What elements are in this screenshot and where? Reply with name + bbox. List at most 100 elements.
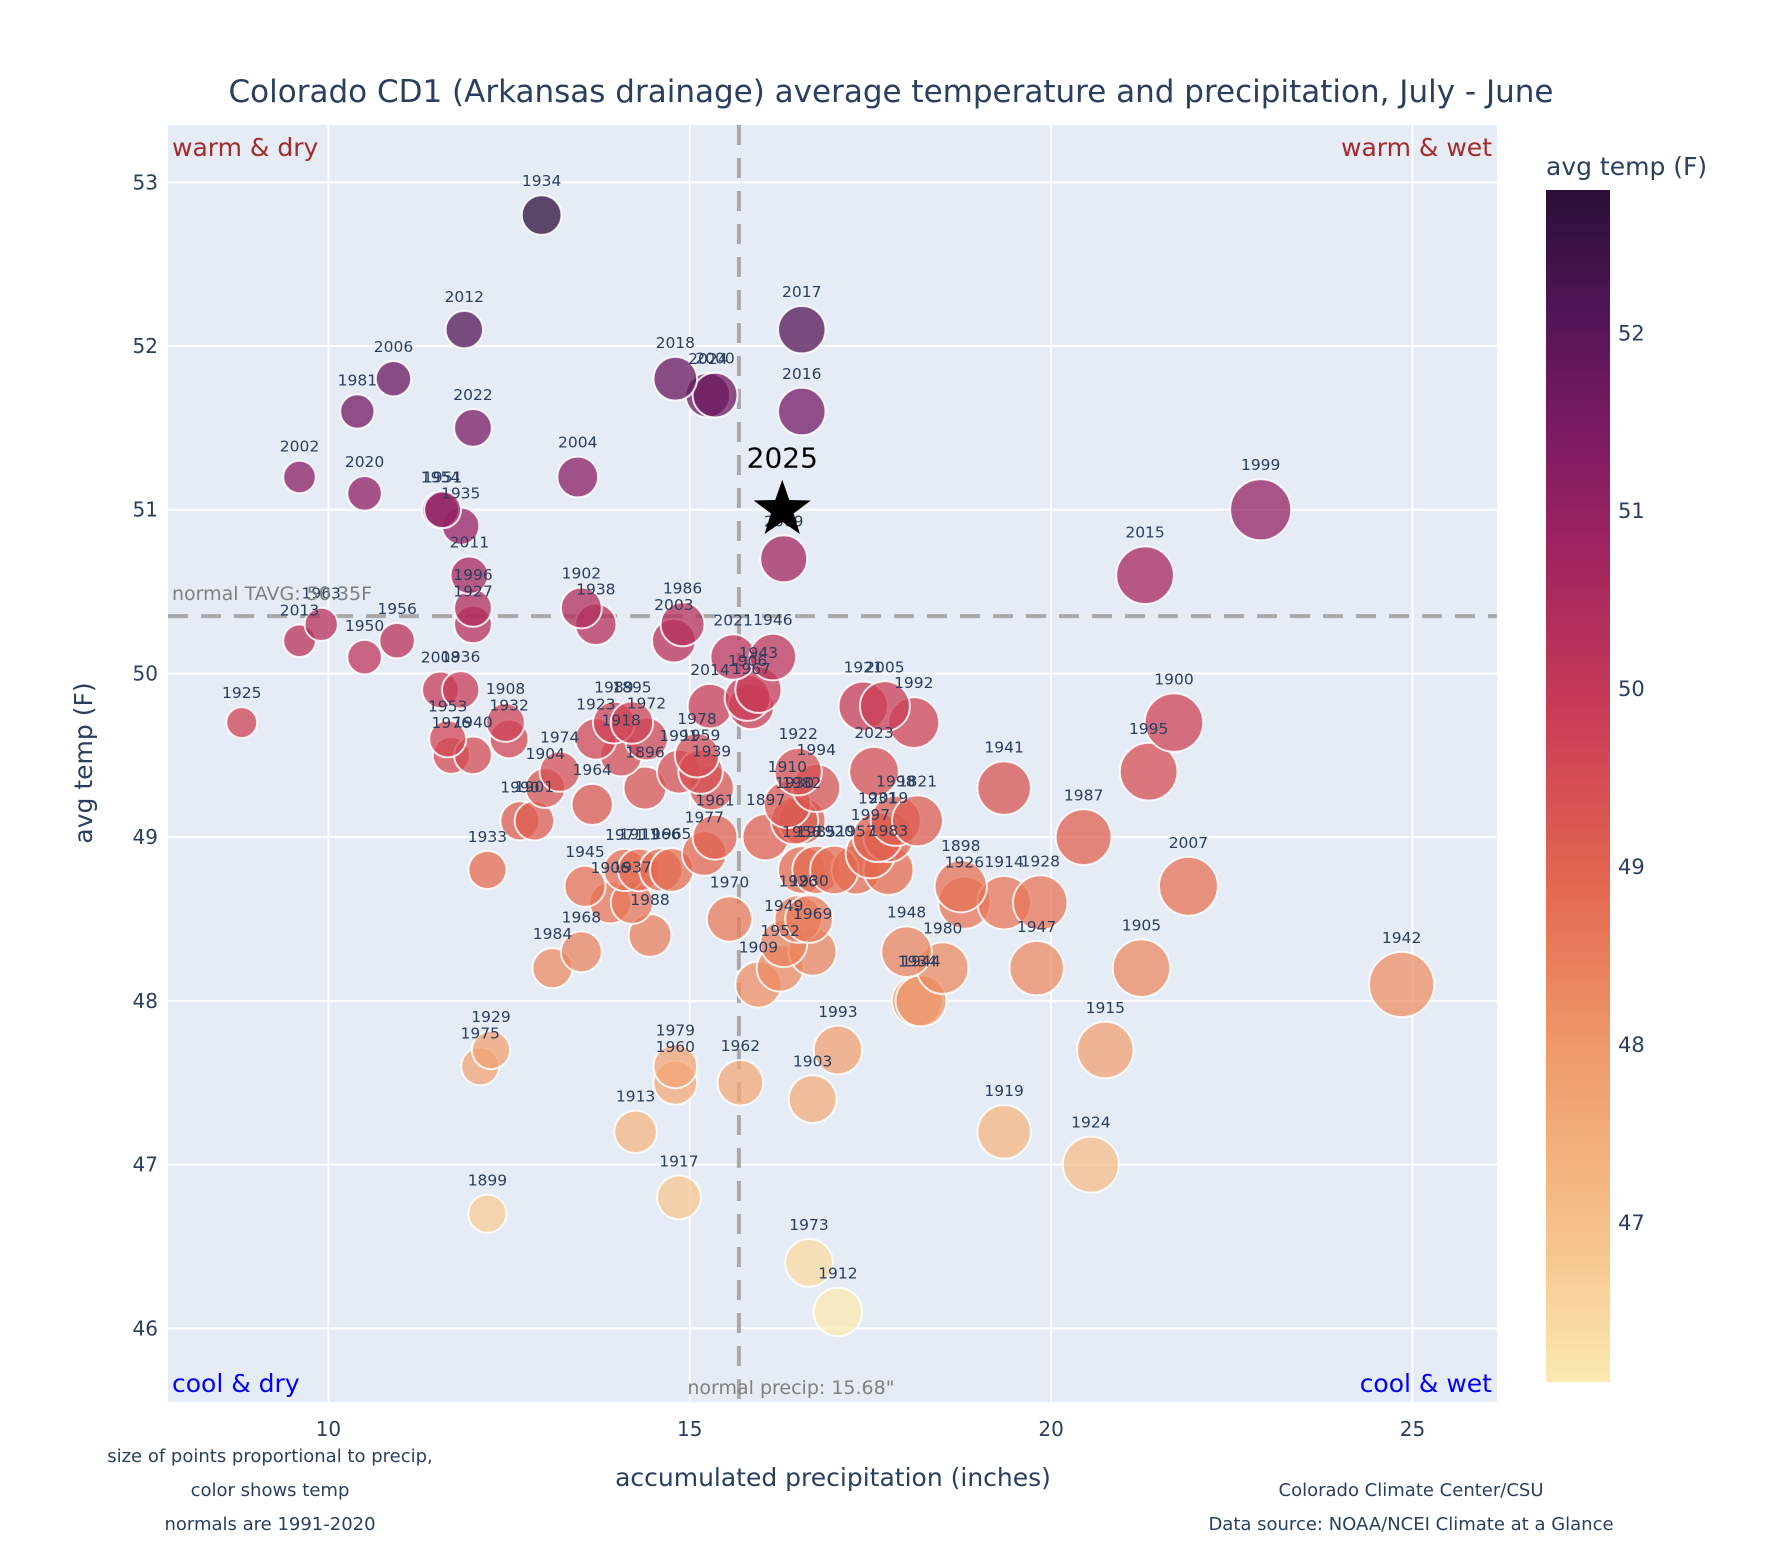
data-point[interactable]: [976, 1104, 1032, 1160]
data-point[interactable]: [777, 304, 827, 355]
data-point[interactable]: [716, 1058, 765, 1107]
colorbar-tick-label: 48: [1618, 1033, 1645, 1057]
data-point[interactable]: [609, 700, 655, 745]
data-point[interactable]: [890, 794, 944, 848]
data-point[interactable]: [613, 1109, 658, 1155]
data-point[interactable]: [784, 894, 834, 944]
data-point[interactable]: [748, 632, 798, 682]
data-point[interactable]: [303, 606, 339, 642]
data-point[interactable]: [339, 393, 376, 430]
point-label: 1930: [775, 774, 814, 792]
data-point[interactable]: [346, 475, 383, 512]
data-point[interactable]: [1061, 1135, 1120, 1194]
data-point[interactable]: [449, 555, 490, 596]
point-label: 1969: [793, 905, 832, 923]
data-point[interactable]: [691, 371, 739, 419]
point-label: 1942: [1382, 929, 1421, 947]
data-point[interactable]: [559, 930, 603, 974]
point-label: 1959: [681, 726, 720, 744]
x-tick-label: 10: [316, 1417, 341, 1441]
data-point[interactable]: [441, 670, 481, 710]
data-point[interactable]: [673, 732, 721, 779]
data-point[interactable]: [652, 355, 699, 402]
point-label: 1952: [760, 922, 799, 940]
point-label: 1979: [656, 1022, 695, 1040]
data-point[interactable]: [444, 309, 485, 350]
data-point[interactable]: [880, 925, 933, 979]
data-point[interactable]: [538, 750, 581, 793]
data-point[interactable]: [282, 459, 317, 495]
data-point[interactable]: [784, 1238, 834, 1288]
point-label: 1988: [630, 891, 669, 909]
data-point[interactable]: [485, 702, 526, 743]
data-point[interactable]: [652, 1043, 699, 1090]
data-point[interactable]: [787, 1074, 838, 1124]
data-point[interactable]: [556, 455, 600, 499]
point-label: 1905: [1122, 916, 1161, 934]
data-point[interactable]: [848, 745, 900, 798]
point-label: 2016: [782, 365, 821, 383]
data-point[interactable]: [1368, 950, 1436, 1019]
normal-precip-label: normal precip: 15.68": [687, 1377, 894, 1399]
point-label: 1980: [923, 919, 962, 937]
colorbar-tick-label: 49: [1618, 855, 1645, 879]
point-label: 1924: [1071, 1114, 1110, 1132]
data-point[interactable]: [378, 621, 416, 660]
point-label: 1914: [984, 853, 1023, 871]
data-point[interactable]: [1118, 741, 1179, 802]
data-point[interactable]: [453, 408, 493, 448]
point-label: 1964: [572, 761, 611, 779]
data-point[interactable]: [470, 1029, 512, 1071]
point-label: 1918: [601, 711, 640, 729]
data-point[interactable]: [659, 601, 706, 648]
data-point[interactable]: [656, 1174, 702, 1221]
point-label: 1965: [652, 825, 691, 843]
data-point[interactable]: [374, 360, 413, 398]
data-point[interactable]: [773, 747, 823, 797]
data-point[interactable]: [1115, 545, 1175, 606]
data-point[interactable]: [570, 782, 614, 827]
data-point[interactable]: [346, 638, 383, 676]
point-label: 2018: [656, 334, 695, 352]
data-point[interactable]: [1076, 1020, 1135, 1080]
data-point[interactable]: [1012, 874, 1069, 931]
colorbar-tick-label: 50: [1618, 677, 1645, 701]
data-point[interactable]: [705, 895, 754, 943]
point-label: 1930: [789, 872, 828, 890]
data-point[interactable]: [467, 1193, 508, 1234]
data-point[interactable]: [423, 490, 463, 530]
point-label: 1899: [468, 1172, 507, 1190]
highlight-star-marker[interactable]: [753, 479, 811, 534]
data-point[interactable]: [933, 859, 988, 914]
y-axis-title: avg temp (F): [69, 682, 98, 843]
point-label: 1973: [789, 1216, 828, 1234]
data-point[interactable]: [225, 706, 259, 739]
point-label: 2007: [1169, 834, 1208, 852]
data-point[interactable]: [467, 849, 508, 890]
data-point[interactable]: [1143, 692, 1205, 753]
data-point[interactable]: [520, 194, 563, 236]
data-point[interactable]: [777, 386, 827, 437]
point-label: 1984: [533, 925, 572, 943]
data-point[interactable]: [1008, 939, 1065, 997]
data-point[interactable]: [428, 719, 468, 759]
point-label: 1999: [1241, 456, 1280, 474]
colorbar-tick-label: 52: [1618, 321, 1645, 345]
data-point[interactable]: [759, 534, 809, 584]
data-point[interactable]: [691, 813, 739, 861]
data-point[interactable]: [858, 680, 911, 733]
data-point[interactable]: [1054, 808, 1113, 867]
colorbar-tick-label: 47: [1618, 1211, 1645, 1235]
data-point[interactable]: [812, 1024, 864, 1076]
data-point[interactable]: [1229, 478, 1293, 542]
point-label: 1925: [222, 684, 261, 702]
point-label: 1932: [489, 697, 528, 715]
data-point[interactable]: [563, 864, 607, 908]
point-label: 1960: [656, 1038, 695, 1056]
data-point[interactable]: [1157, 855, 1219, 917]
point-label: 1994: [797, 741, 836, 759]
data-point[interactable]: [559, 586, 603, 630]
data-point[interactable]: [812, 1286, 864, 1338]
data-point[interactable]: [1111, 938, 1172, 998]
data-point[interactable]: [976, 760, 1032, 816]
